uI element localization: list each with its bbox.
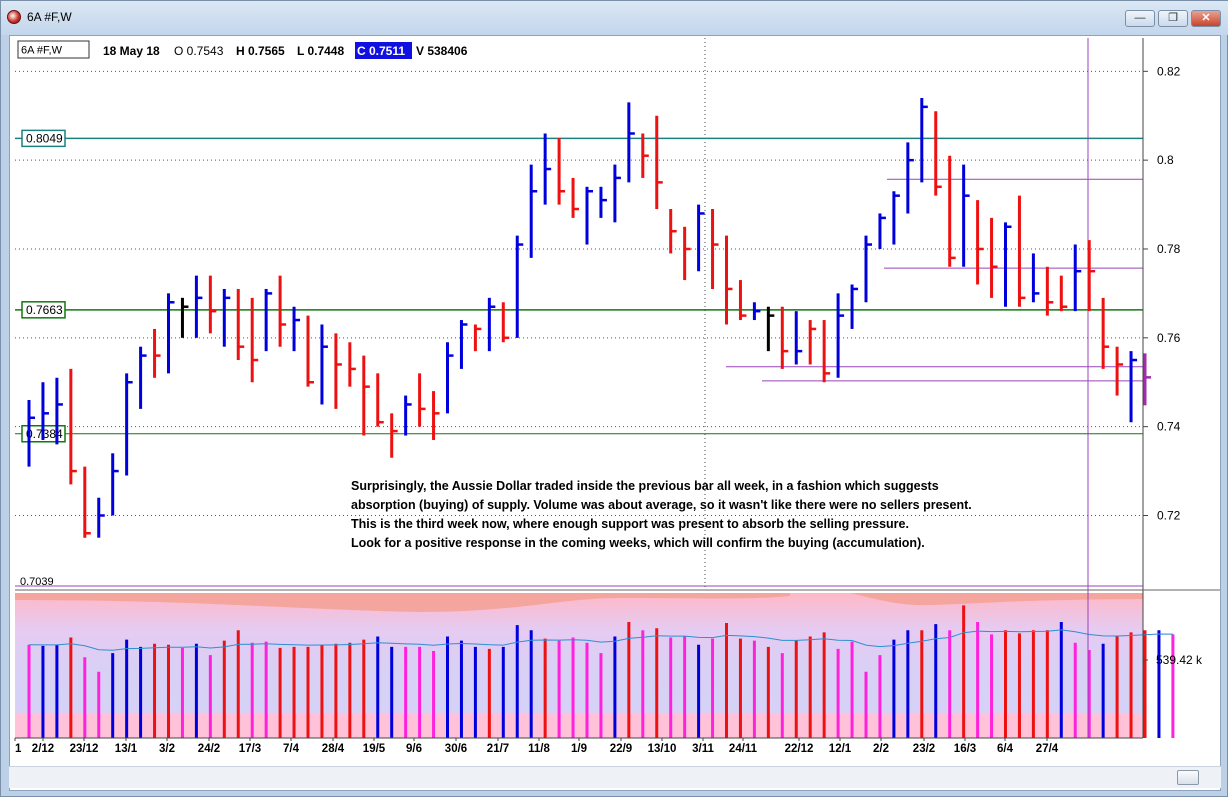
x-tick-label: 28/4 bbox=[322, 743, 345, 755]
annotation-line-4: Look for a positive response in the comi… bbox=[351, 536, 925, 550]
x-tick-label: 22/9 bbox=[610, 743, 632, 755]
volume-band-top bbox=[15, 593, 790, 612]
x-tick-label: 24/11 bbox=[729, 743, 758, 755]
annotation-line-3: This is the third week now, where enough… bbox=[351, 517, 909, 531]
symbol-label: 6A #F,W bbox=[21, 45, 63, 57]
x-tick-label: 13/1 bbox=[115, 743, 138, 755]
y-tick-label: 0.76 bbox=[1157, 331, 1181, 345]
y-tick-label: 0.78 bbox=[1157, 242, 1181, 256]
close-button[interactable]: ✕ bbox=[1191, 10, 1221, 27]
y-tick-label: 0.82 bbox=[1157, 64, 1181, 78]
y-tick-label: 0.72 bbox=[1157, 508, 1181, 522]
window-title: 6A #F,W bbox=[27, 10, 72, 24]
price-panel[interactable] bbox=[15, 38, 1143, 587]
app-icon[interactable] bbox=[7, 10, 21, 24]
x-tick-label: 23/12 bbox=[70, 743, 99, 755]
x-tick-label: 3/2 bbox=[159, 743, 175, 755]
volume-scale-label: 539.42 k bbox=[1156, 653, 1203, 667]
level-label: 0.8049 bbox=[26, 131, 63, 145]
y-tick-label: 0.8 bbox=[1157, 153, 1174, 167]
volume-average-line bbox=[28, 629, 1173, 651]
x-tick-label: 23/2 bbox=[913, 743, 935, 755]
x-tick-label: 24/2 bbox=[198, 743, 220, 755]
open-value: O 0.7543 bbox=[174, 44, 224, 58]
x-tick-label: 16/3 bbox=[954, 743, 976, 755]
level-label: 0.7384 bbox=[26, 427, 63, 441]
x-tick-label: 11/8 bbox=[528, 743, 550, 755]
high-value: H 0.7565 bbox=[236, 44, 285, 58]
symbol-box[interactable] bbox=[17, 40, 90, 59]
x-tick-label: 19/5 bbox=[363, 743, 386, 755]
x-tick-label: 13/10 bbox=[648, 743, 677, 755]
bar-date: 18 May 18 bbox=[103, 44, 160, 58]
title-bar[interactable]: 6A #F,W — ❐ ✕ bbox=[1, 1, 1228, 35]
volume-band-top-right bbox=[850, 593, 1143, 606]
x-tick-label: 1/9 bbox=[571, 743, 587, 755]
x-tick-label: 9/6 bbox=[406, 743, 422, 755]
y-tick-label: 0.74 bbox=[1157, 420, 1181, 434]
x-tick-label: 1 bbox=[15, 743, 22, 755]
x-tick-label: 2/12 bbox=[32, 743, 54, 755]
restore-button[interactable]: ❐ bbox=[1158, 10, 1188, 27]
volume-value: V 538406 bbox=[416, 44, 468, 58]
x-tick-label: 3/11 bbox=[692, 743, 714, 755]
x-tick-label: 7/4 bbox=[283, 743, 300, 755]
x-tick-label: 21/7 bbox=[487, 743, 509, 755]
x-tick-label: 27/4 bbox=[1036, 743, 1059, 755]
x-tick-label: 12/1 bbox=[829, 743, 852, 755]
x-tick-label: 2/2 bbox=[873, 743, 889, 755]
scrollbar-thumb[interactable] bbox=[1177, 770, 1199, 785]
level-label-box bbox=[21, 129, 66, 148]
close-value: C 0.7511 bbox=[357, 44, 405, 58]
low-value: L 0.7448 bbox=[297, 44, 344, 58]
level-label-box bbox=[21, 301, 66, 319]
x-tick-label: 22/12 bbox=[785, 743, 814, 755]
minimize-button[interactable]: — bbox=[1125, 10, 1155, 27]
volume-band-bottom bbox=[15, 714, 1143, 738]
level-label: 0.7663 bbox=[26, 303, 63, 317]
x-tick-label: 30/6 bbox=[445, 743, 467, 755]
x-tick-label: 6/4 bbox=[997, 743, 1014, 755]
level-label: 0.7039 bbox=[20, 576, 54, 588]
annotation-line-1: Surprisingly, the Aussie Dollar traded i… bbox=[351, 479, 939, 493]
volume-panel[interactable] bbox=[15, 593, 1143, 738]
close-highlight bbox=[355, 42, 412, 59]
annotation-line-2: absorption (buying) of supply. Volume wa… bbox=[351, 498, 972, 512]
horizontal-scrollbar[interactable] bbox=[9, 766, 1221, 788]
x-tick-label: 17/3 bbox=[239, 743, 261, 755]
